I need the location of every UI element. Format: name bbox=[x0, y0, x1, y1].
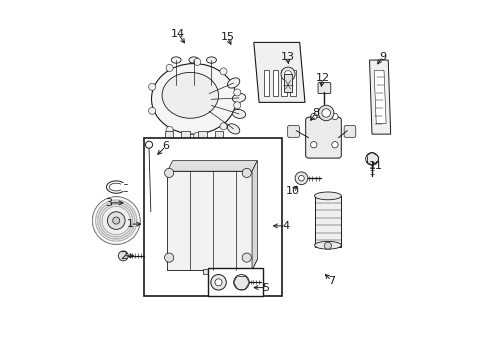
Bar bbox=[315, 196, 342, 247]
Circle shape bbox=[113, 217, 120, 224]
Circle shape bbox=[281, 67, 295, 81]
Circle shape bbox=[234, 102, 241, 109]
Circle shape bbox=[102, 207, 130, 235]
Circle shape bbox=[146, 141, 152, 148]
Circle shape bbox=[165, 168, 174, 177]
Circle shape bbox=[324, 242, 331, 249]
Circle shape bbox=[148, 83, 156, 90]
Ellipse shape bbox=[172, 57, 181, 63]
Bar bbox=[165, 131, 173, 145]
Bar bbox=[272, 69, 278, 96]
Text: 9: 9 bbox=[379, 51, 386, 62]
Circle shape bbox=[366, 153, 378, 165]
Circle shape bbox=[220, 68, 227, 75]
Circle shape bbox=[165, 253, 174, 262]
Text: 3: 3 bbox=[106, 198, 113, 208]
Text: 7: 7 bbox=[328, 275, 335, 285]
FancyBboxPatch shape bbox=[306, 117, 342, 158]
Ellipse shape bbox=[227, 78, 240, 88]
Circle shape bbox=[166, 126, 173, 133]
Bar bbox=[203, 269, 220, 274]
Circle shape bbox=[234, 275, 249, 290]
Ellipse shape bbox=[162, 72, 219, 118]
Circle shape bbox=[318, 105, 334, 121]
Ellipse shape bbox=[227, 124, 240, 134]
Text: 15: 15 bbox=[220, 32, 234, 42]
Circle shape bbox=[98, 202, 135, 239]
Ellipse shape bbox=[151, 64, 236, 134]
Circle shape bbox=[332, 113, 338, 120]
Polygon shape bbox=[254, 42, 305, 102]
Text: 4: 4 bbox=[282, 221, 289, 231]
Text: 14: 14 bbox=[171, 28, 185, 39]
Bar bbox=[281, 69, 287, 96]
Circle shape bbox=[96, 200, 137, 241]
Circle shape bbox=[322, 109, 330, 117]
FancyBboxPatch shape bbox=[318, 83, 331, 94]
Circle shape bbox=[332, 141, 338, 148]
Bar bbox=[198, 131, 207, 145]
Ellipse shape bbox=[315, 192, 342, 200]
Text: 1: 1 bbox=[127, 219, 134, 229]
Circle shape bbox=[285, 71, 292, 78]
Bar bbox=[264, 69, 270, 96]
Circle shape bbox=[107, 212, 125, 229]
Bar bbox=[215, 131, 223, 145]
Bar bbox=[208, 268, 263, 296]
Circle shape bbox=[295, 172, 308, 185]
Circle shape bbox=[100, 204, 132, 237]
Polygon shape bbox=[252, 161, 257, 270]
Ellipse shape bbox=[189, 57, 199, 63]
Polygon shape bbox=[168, 259, 257, 270]
Circle shape bbox=[92, 197, 140, 244]
Circle shape bbox=[242, 253, 251, 262]
Circle shape bbox=[148, 107, 156, 114]
Circle shape bbox=[215, 279, 222, 286]
Bar bbox=[181, 131, 190, 145]
Circle shape bbox=[242, 168, 251, 177]
Circle shape bbox=[311, 141, 317, 148]
Ellipse shape bbox=[232, 94, 245, 103]
Text: 2: 2 bbox=[120, 251, 127, 261]
Circle shape bbox=[298, 175, 304, 181]
Bar bbox=[284, 74, 292, 92]
Text: 10: 10 bbox=[286, 186, 299, 195]
Text: 6: 6 bbox=[162, 141, 169, 152]
Circle shape bbox=[234, 89, 241, 96]
Polygon shape bbox=[374, 71, 386, 123]
Ellipse shape bbox=[315, 242, 342, 249]
FancyBboxPatch shape bbox=[344, 126, 356, 137]
Circle shape bbox=[211, 275, 226, 290]
Ellipse shape bbox=[207, 57, 217, 63]
Text: 12: 12 bbox=[316, 73, 330, 83]
Circle shape bbox=[119, 251, 128, 261]
Circle shape bbox=[166, 64, 173, 71]
Text: 13: 13 bbox=[280, 51, 294, 62]
Circle shape bbox=[311, 113, 317, 120]
Text: 5: 5 bbox=[263, 283, 270, 293]
Polygon shape bbox=[369, 60, 391, 134]
Circle shape bbox=[194, 58, 201, 66]
Polygon shape bbox=[168, 161, 257, 171]
Circle shape bbox=[194, 132, 201, 139]
FancyBboxPatch shape bbox=[288, 126, 299, 137]
Ellipse shape bbox=[232, 109, 245, 118]
Bar bbox=[290, 69, 296, 96]
Bar bbox=[145, 138, 282, 296]
Polygon shape bbox=[168, 171, 252, 270]
Circle shape bbox=[220, 123, 227, 130]
Text: 8: 8 bbox=[312, 108, 319, 118]
Text: 11: 11 bbox=[368, 161, 383, 171]
